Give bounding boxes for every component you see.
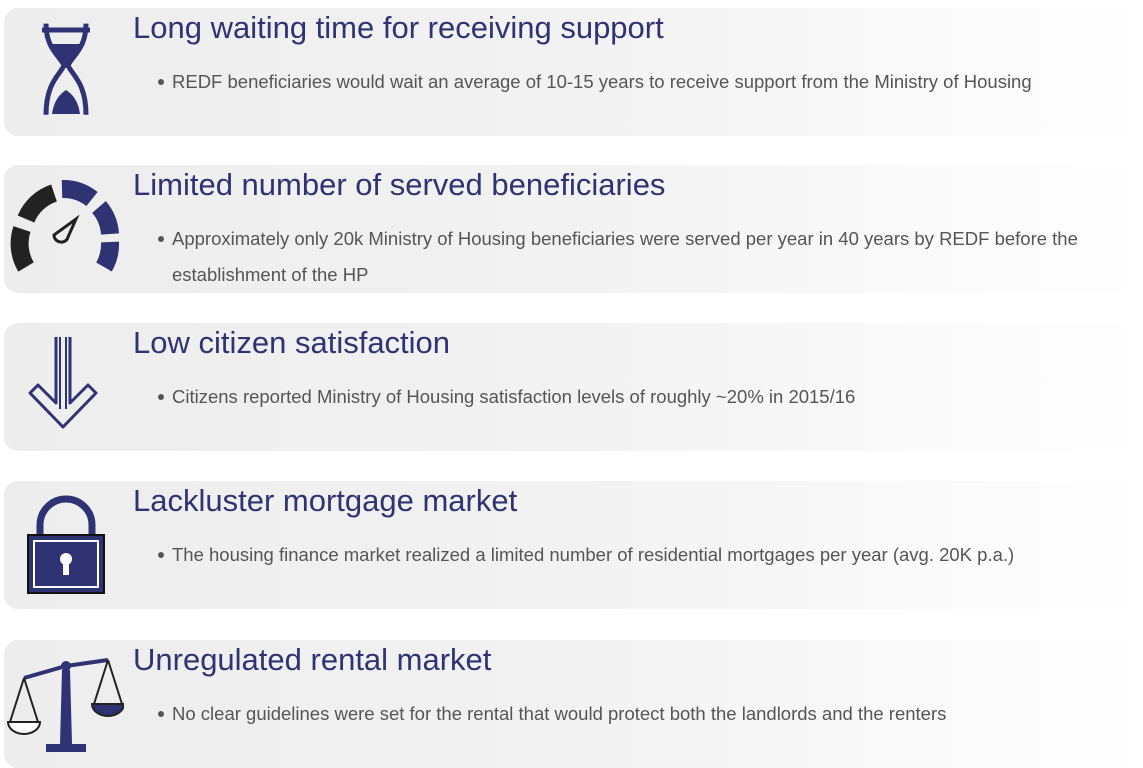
padlock-icon (27, 495, 105, 594)
issue-title: Long waiting time for receiving support (133, 10, 664, 45)
scales-icon (6, 658, 124, 752)
issue-bullet: REDF beneficiaries would wait an average… (158, 64, 1102, 100)
gauge-icon (10, 180, 120, 272)
issue-title: Unregulated rental market (133, 642, 492, 677)
issue-row: Low citizen satisfaction Citizens report… (4, 323, 1143, 451)
issue-bullet: No clear guidelines were set for the ren… (158, 696, 1102, 732)
hourglass-icon (42, 23, 90, 115)
issue-bullet: Citizens reported Ministry of Housing sa… (158, 379, 1102, 415)
issue-bullet: The housing finance market realized a li… (157, 537, 1014, 573)
issue-title: Low citizen satisfaction (133, 325, 451, 360)
issue-row: Lackluster mortgage market The housing f… (4, 481, 1143, 609)
down-arrow-icon (28, 337, 98, 429)
issue-row: Long waiting time for receiving support … (4, 8, 1143, 136)
issue-title: Limited number of served beneficiaries (133, 167, 666, 202)
issue-title: Lackluster mortgage market (133, 483, 518, 518)
issue-row: Limited number of served beneficiaries A… (4, 165, 1143, 293)
issue-bullet: Approximately only 20k Ministry of Housi… (158, 221, 1102, 293)
issue-row: Unregulated rental market No clear guide… (4, 640, 1143, 768)
